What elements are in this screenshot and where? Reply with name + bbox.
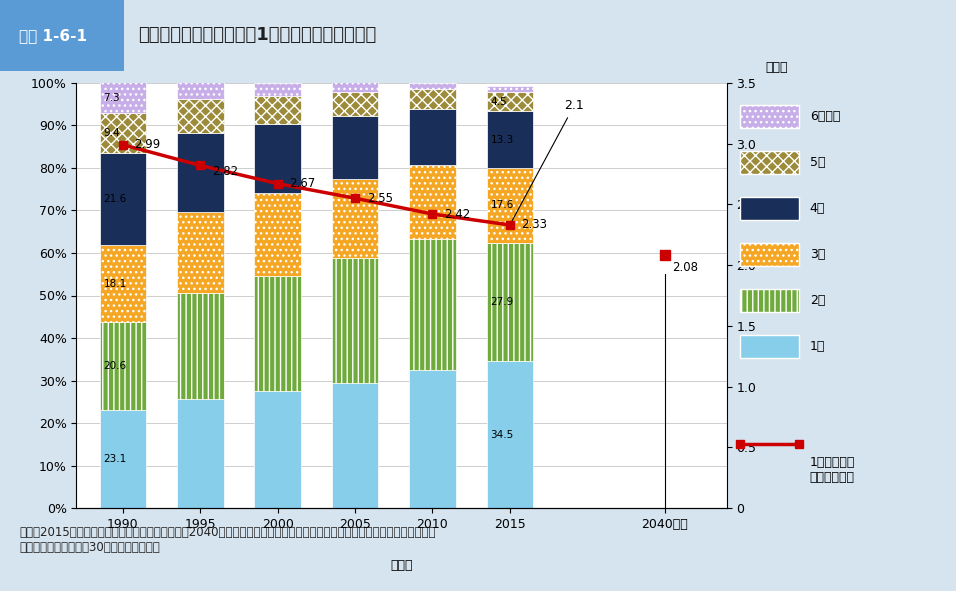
Bar <box>409 89 456 109</box>
Bar <box>177 134 224 212</box>
Text: 世帯人員数別世帯構成と1世帯当たり人員の推移: 世帯人員数別世帯構成と1世帯当たり人員の推移 <box>139 27 377 44</box>
Bar <box>254 193 301 276</box>
Bar <box>99 322 146 410</box>
Text: 2.67: 2.67 <box>290 177 315 190</box>
Text: 18.1: 18.1 <box>103 279 127 289</box>
FancyBboxPatch shape <box>740 151 799 174</box>
Bar <box>487 111 533 168</box>
Bar <box>177 82 224 99</box>
Text: 17.6: 17.6 <box>490 200 513 210</box>
Text: 2人: 2人 <box>810 294 825 307</box>
Bar <box>409 83 456 89</box>
Bar <box>487 86 533 92</box>
FancyBboxPatch shape <box>740 335 799 358</box>
Bar <box>177 212 224 293</box>
Bar <box>0 0 124 71</box>
Text: 2.42: 2.42 <box>445 207 470 220</box>
Text: 7.3: 7.3 <box>103 93 120 103</box>
FancyBboxPatch shape <box>740 105 799 128</box>
Bar <box>99 154 146 245</box>
Bar <box>177 400 224 508</box>
Bar <box>332 258 379 383</box>
Bar <box>254 391 301 508</box>
Bar <box>99 113 146 154</box>
Bar <box>487 92 533 111</box>
Bar <box>409 371 456 508</box>
Bar <box>177 293 224 400</box>
Bar <box>332 116 379 179</box>
Bar <box>99 410 146 508</box>
Bar <box>177 99 224 134</box>
Text: 2.99: 2.99 <box>135 138 161 151</box>
Bar <box>409 239 456 371</box>
Text: 6人以上: 6人以上 <box>810 111 840 124</box>
Text: 2.08: 2.08 <box>672 261 699 274</box>
Text: 20.6: 20.6 <box>103 361 127 371</box>
Text: 21.6: 21.6 <box>103 194 127 204</box>
Text: 13.3: 13.3 <box>490 135 513 145</box>
Text: 1世帯当たり
人員（右軸）: 1世帯当たり 人員（右軸） <box>810 456 855 484</box>
Text: 図表 1-6-1: 図表 1-6-1 <box>19 28 87 43</box>
Text: 27.9: 27.9 <box>490 297 513 307</box>
Text: 3人: 3人 <box>810 248 825 261</box>
Bar <box>487 168 533 243</box>
Text: 1人: 1人 <box>810 340 825 353</box>
Text: 23.1: 23.1 <box>103 454 127 464</box>
Bar <box>99 82 146 113</box>
Text: （人）: （人） <box>766 61 788 74</box>
Text: 2.82: 2.82 <box>212 165 238 178</box>
FancyBboxPatch shape <box>740 243 799 267</box>
Bar <box>332 82 379 92</box>
Bar <box>99 245 146 322</box>
Bar <box>332 179 379 258</box>
Bar <box>254 96 301 124</box>
Text: 2.55: 2.55 <box>367 191 393 204</box>
Text: 2.33: 2.33 <box>521 219 548 232</box>
Text: 4人: 4人 <box>810 202 825 215</box>
Bar <box>332 383 379 508</box>
Bar <box>254 124 301 193</box>
Text: 資料：2015年までは総務省統計局「国勢調査」、2040年推計値は国立社会保障・人口問題研究所「日本の世帯数の将来推計
（全国推計）」（平成30年推計）による。: 資料：2015年までは総務省統計局「国勢調査」、2040年推計値は国立社会保障・… <box>19 526 436 554</box>
FancyBboxPatch shape <box>740 289 799 312</box>
Bar <box>409 165 456 239</box>
Text: 4.5: 4.5 <box>490 97 507 107</box>
Bar <box>332 92 379 116</box>
Bar <box>254 276 301 391</box>
Text: 9.4: 9.4 <box>103 128 120 138</box>
Bar <box>254 83 301 96</box>
Text: （年）: （年） <box>390 559 413 572</box>
Bar <box>409 109 456 165</box>
Text: 5人: 5人 <box>810 156 825 169</box>
Text: 34.5: 34.5 <box>490 430 513 440</box>
Bar <box>487 243 533 362</box>
Text: 2.1: 2.1 <box>511 99 584 223</box>
Bar <box>487 362 533 508</box>
FancyBboxPatch shape <box>740 197 799 220</box>
